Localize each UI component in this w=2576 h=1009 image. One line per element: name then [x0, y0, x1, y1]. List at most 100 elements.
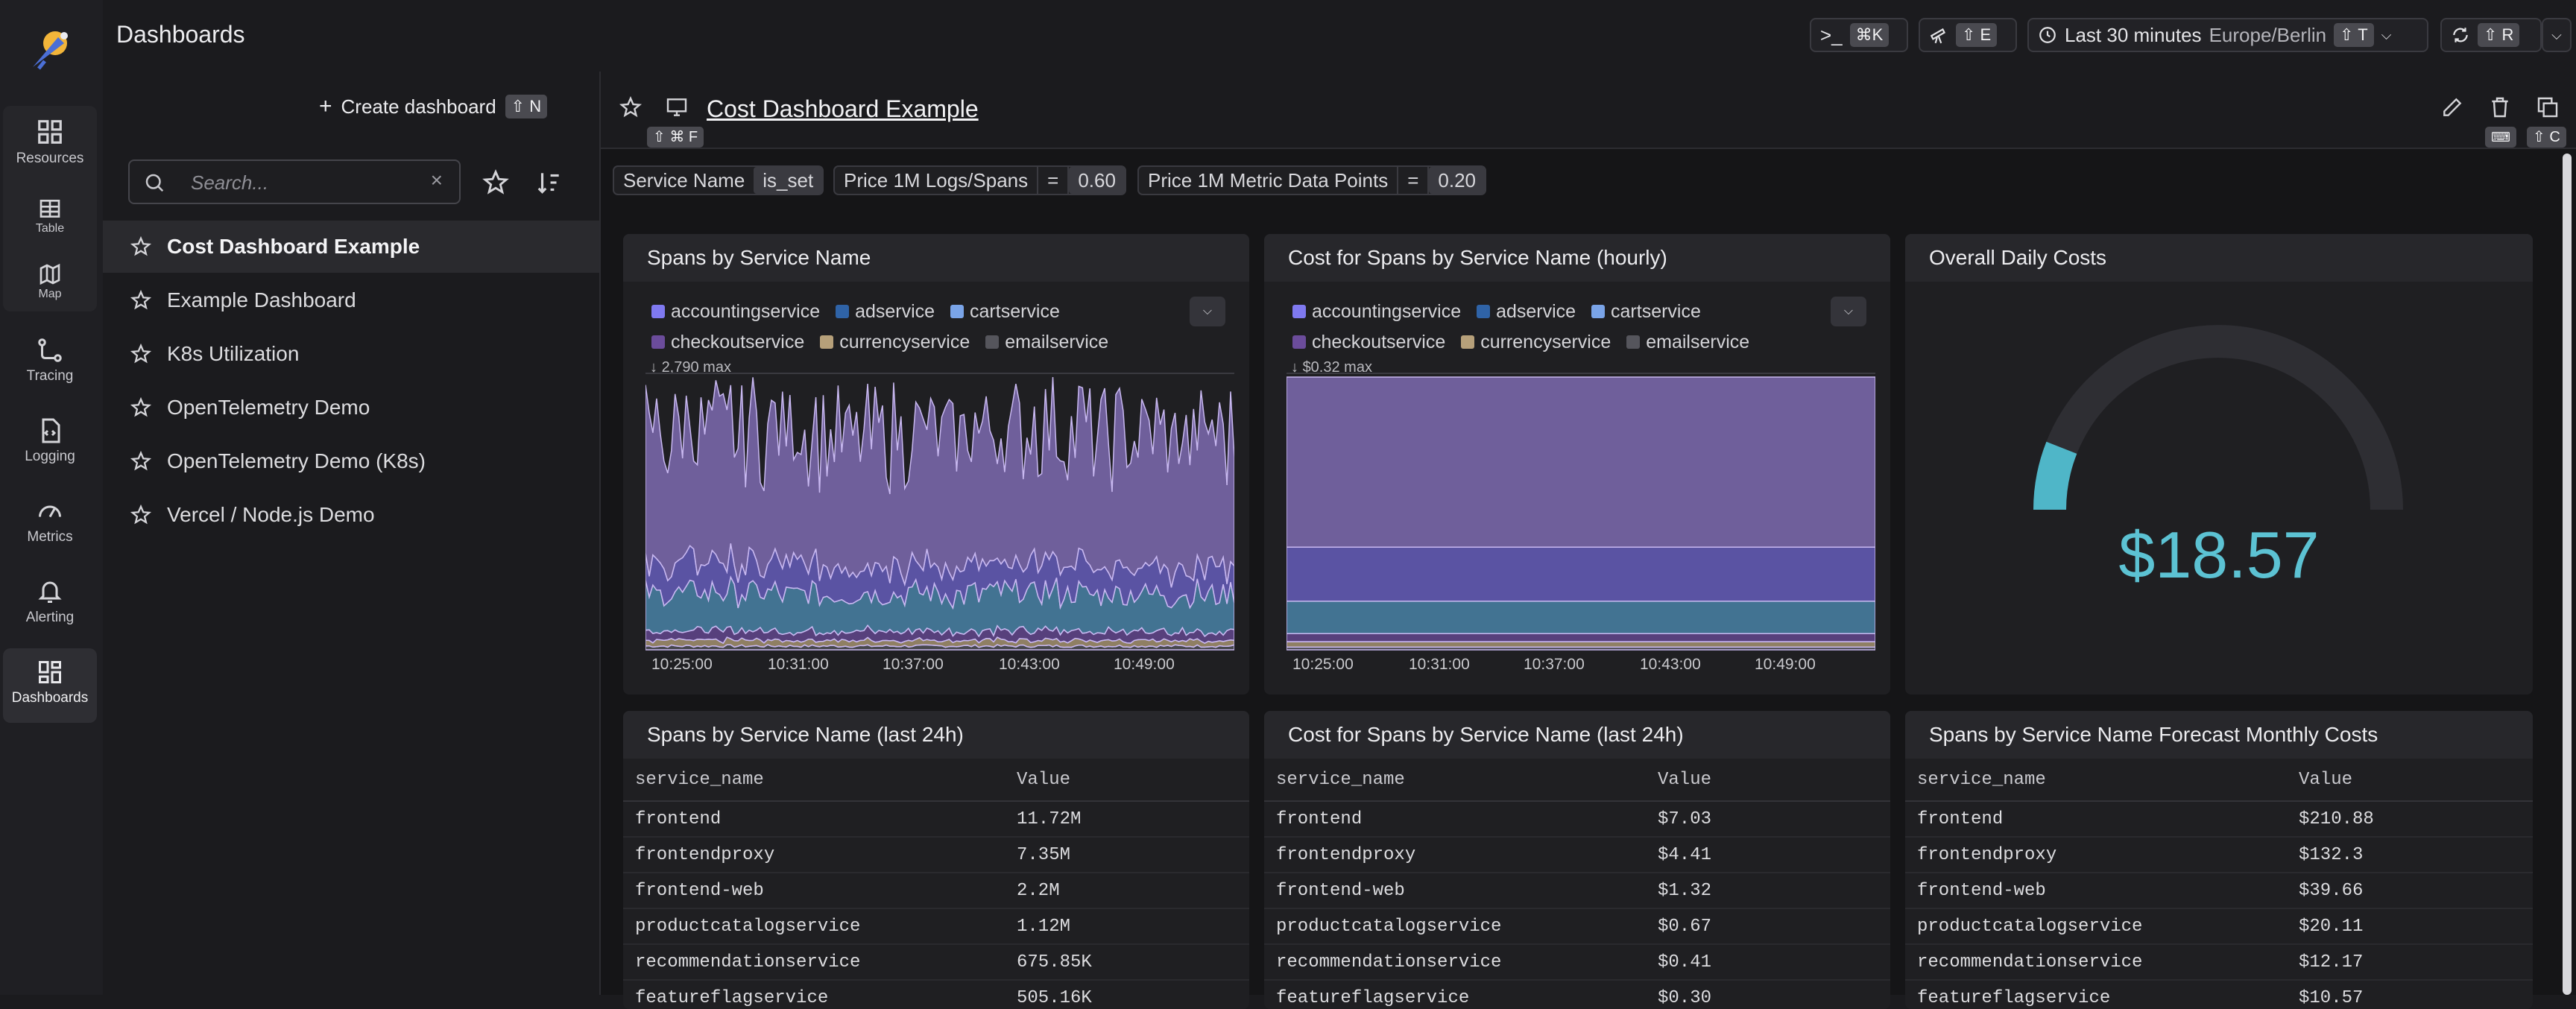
dashboard-list-item[interactable]: Cost Dashboard Example: [103, 221, 599, 273]
chart-max-label: ↓ $0.32 max: [1291, 359, 1372, 376]
filter-operator: =: [1397, 167, 1430, 194]
create-dashboard-button[interactable]: + Create dashboard ⇧ N: [319, 94, 548, 119]
column-header[interactable]: Value: [1646, 759, 1890, 802]
area-series-checkoutservice: [1287, 633, 1875, 642]
legend-item[interactable]: emailservice: [1626, 327, 1749, 357]
rail-item-logging[interactable]: Logging: [3, 417, 97, 465]
filter-price-metrics[interactable]: Price 1M Metric Data Points = 0.20: [1137, 165, 1487, 195]
rail-label-metrics: Metrics: [27, 529, 73, 545]
copy-icon[interactable]: [2536, 95, 2560, 119]
monitor-icon[interactable]: [665, 95, 689, 119]
chart-max-value: $0.32 max: [1302, 359, 1372, 376]
alerting-icon: [38, 581, 62, 603]
star-icon[interactable]: [130, 504, 152, 526]
star-icon[interactable]: [130, 396, 152, 419]
shell-button[interactable]: >_ ⌘K: [1810, 18, 1908, 52]
dashboard-name: Vercel / Node.js Demo: [167, 503, 375, 526]
legend-item[interactable]: checkoutservice: [651, 327, 804, 357]
column-header[interactable]: service_name: [1905, 759, 2287, 802]
rail-item-tracing[interactable]: Tracing: [3, 337, 97, 385]
table-cell: productcatalogservice: [1264, 908, 1646, 945]
table-cell: $4.41: [1646, 837, 1890, 873]
dashboard-list-item[interactable]: K8s Utilization: [103, 328, 599, 380]
legend-label: currencyservice: [839, 332, 970, 352]
rail-item-table[interactable]: Table: [3, 197, 97, 235]
column-header[interactable]: service_name: [1264, 759, 1646, 802]
legend-item[interactable]: currencyservice: [1461, 327, 1611, 357]
search-input[interactable]: [189, 170, 416, 195]
table-cell: 7.35M: [1005, 837, 1249, 873]
star-icon[interactable]: [130, 343, 152, 365]
dashboard-list-item[interactable]: OpenTelemetry Demo: [103, 382, 599, 434]
legend-swatch: [1292, 305, 1306, 318]
table-cell: $0.41: [1646, 944, 1890, 981]
logging-icon: [42, 418, 60, 443]
rail-item-metrics[interactable]: Metrics: [3, 498, 97, 545]
app-logo-icon[interactable]: [25, 22, 78, 75]
table-cell: frontendproxy: [623, 837, 1005, 873]
legend-swatch: [1461, 335, 1475, 349]
rail-item-alerting[interactable]: Alerting: [3, 578, 97, 626]
star-icon[interactable]: [130, 235, 152, 258]
dashboard-list-item[interactable]: Example Dashboard: [103, 274, 599, 326]
table-row: frontend-web $39.66: [1905, 873, 2533, 909]
table-cell: 1.12M: [1005, 908, 1249, 945]
dashboard-list-item[interactable]: OpenTelemetry Demo (K8s): [103, 435, 599, 487]
legend-toggle-button[interactable]: ⌵: [1831, 297, 1866, 326]
column-header[interactable]: Value: [2287, 759, 2533, 802]
metrics-icon: [39, 505, 61, 518]
x-tick-label: 10:31:00: [768, 656, 829, 673]
edit-icon[interactable]: [2440, 95, 2464, 119]
legend-item[interactable]: cartservice: [1591, 297, 1701, 326]
explorer-button[interactable]: ⇧ E: [1919, 18, 2017, 52]
table-cell: $39.66: [2287, 873, 2533, 909]
dashboard-title[interactable]: Cost Dashboard Example: [707, 95, 979, 122]
legend-toggle-button[interactable]: ⌵: [1190, 297, 1225, 326]
legend-item[interactable]: adservice: [1477, 297, 1576, 326]
refresh-icon: [2453, 28, 2468, 42]
rail-label-logging: Logging: [25, 449, 75, 464]
table-row: frontend-web 2.2M: [623, 873, 1249, 909]
column-header[interactable]: service_name: [623, 759, 1005, 802]
dashboards-icon: [39, 661, 61, 683]
time-range-picker[interactable]: Last 30 minutes Europe/Berlin ⇧ T ⌵: [2027, 18, 2428, 52]
rail-item-resources[interactable]: Resources: [3, 118, 97, 167]
legend-item[interactable]: emailservice: [985, 327, 1108, 357]
rail-item-map[interactable]: Map: [3, 262, 97, 301]
create-shortcut: ⇧ N: [505, 95, 548, 118]
filter-name: Price 1M Logs/Spans: [844, 168, 1029, 192]
favorite-star-icon[interactable]: [619, 95, 643, 119]
column-header[interactable]: Value: [1005, 759, 1249, 802]
trash-icon[interactable]: [2488, 95, 2512, 119]
telescope-icon: [1930, 28, 1946, 44]
star-icon[interactable]: [130, 450, 152, 472]
table-cell: $1.32: [1646, 873, 1890, 909]
x-tick-label: 10:25:00: [651, 656, 713, 673]
filter-service-name[interactable]: Service Name is_set: [613, 165, 824, 195]
rail-item-dashboards[interactable]: Dashboards: [3, 648, 97, 723]
dashboard-list-item[interactable]: Vercel / Node.js Demo: [103, 489, 599, 541]
chart-legend: accountingservice adservice cartservice …: [651, 297, 1158, 358]
scrollbar[interactable]: [2563, 154, 2572, 995]
legend-item[interactable]: adservice: [836, 297, 935, 326]
table-cell: productcatalogservice: [1905, 908, 2287, 945]
legend-item[interactable]: checkoutservice: [1292, 327, 1445, 357]
star-icon[interactable]: [130, 289, 152, 311]
sort-icon[interactable]: [535, 168, 564, 197]
shell-shortcut: ⌘K: [1849, 23, 1890, 47]
filter-price-logs[interactable]: Price 1M Logs/Spans = 0.60: [833, 165, 1126, 195]
refresh-options-button[interactable]: ⌵: [2542, 18, 2572, 52]
star-filter-icon[interactable]: [482, 168, 510, 197]
table-cell: frontend-web: [1905, 873, 2287, 909]
search-icon: [145, 174, 164, 192]
spans-area-chart: [645, 373, 1234, 651]
legend-item[interactable]: currencyservice: [820, 327, 970, 357]
clear-icon[interactable]: ×: [430, 168, 443, 192]
tag-icon: ⌨: [2485, 127, 2516, 148]
panel-cost-hourly: Cost for Spans by Service Name (hourly) …: [1264, 234, 1890, 695]
legend-item[interactable]: cartservice: [950, 297, 1060, 326]
table-cell: frontend: [1905, 801, 2287, 838]
legend-item[interactable]: accountingservice: [1292, 297, 1461, 326]
refresh-button[interactable]: ⇧ R: [2440, 18, 2542, 52]
legend-item[interactable]: accountingservice: [651, 297, 820, 326]
